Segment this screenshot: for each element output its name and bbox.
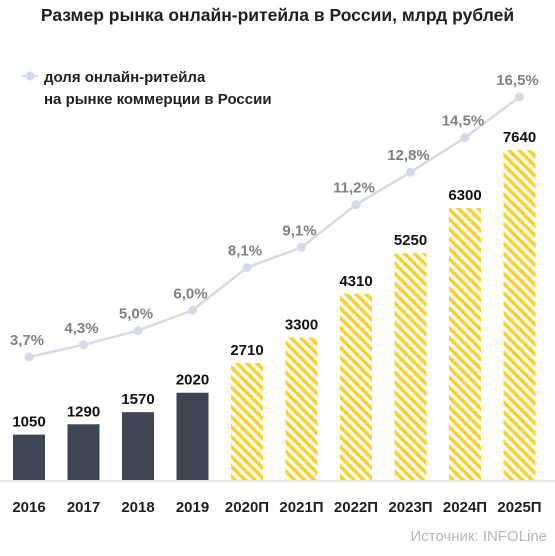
- share-point-2024П: [460, 133, 470, 143]
- bar-2023П: [394, 253, 427, 480]
- share-label-2025П: 16,5%: [496, 72, 539, 89]
- bar-2016: [13, 434, 45, 480]
- value-label-2020П: 2710: [230, 342, 263, 359]
- bar-series: [13, 150, 536, 480]
- share-point-2021П: [297, 242, 306, 252]
- share-point-2016: [24, 352, 34, 362]
- share-point-2022П: [351, 200, 361, 210]
- bar-2022П: [340, 293, 372, 480]
- legend-text-line1: доля онлайн-ритейла: [44, 69, 206, 86]
- share-point-2025П: [515, 92, 524, 102]
- value-labels: 1050 1290 1570 2020 2710 3300 4310 5250 6300 7640: [12, 129, 536, 431]
- share-point-2018: [133, 326, 143, 336]
- chart-title: Размер рынка онлайн-ритейла в России, мл…: [40, 5, 515, 25]
- bar-2017: [67, 424, 100, 480]
- share-label-2017: 4,3%: [64, 320, 98, 337]
- bar-2021П: [285, 337, 318, 480]
- legend: доля онлайн-ритейла на рынке коммерции в…: [22, 69, 272, 108]
- source-note: Источник: INFOLine: [410, 528, 547, 545]
- share-point-2017: [79, 340, 88, 350]
- share-label-2022П: 11,2%: [333, 180, 375, 197]
- x-tick-2017: 2017: [67, 499, 100, 516]
- share-series: 3,7% 4,3% 5,0% 6,0% 8,1% 9,1% 11,2% 12,8% 14,5% 1…: [10, 72, 539, 362]
- share-label-2018: 5,0%: [119, 306, 153, 323]
- value-label-2017: 1290: [67, 403, 100, 420]
- value-label-2024П: 6300: [448, 187, 481, 204]
- x-tick-2023П: 2023П: [388, 499, 432, 516]
- x-tick-2018: 2018: [121, 499, 154, 516]
- bar-2025П: [503, 150, 536, 480]
- bar-2020П: [231, 362, 263, 480]
- value-label-2019: 2020: [176, 372, 209, 389]
- x-tick-2025П: 2025П: [497, 499, 541, 516]
- x-tick-2022П: 2022П: [334, 499, 378, 516]
- value-label-2021П: 3300: [285, 316, 318, 333]
- share-label-2020П: 8,1%: [228, 243, 262, 260]
- share-point-2020П: [242, 263, 252, 273]
- share-label-2024П: 14,5%: [442, 113, 485, 130]
- value-label-2018: 1570: [121, 391, 154, 408]
- share-label-2019: 6,0%: [173, 285, 207, 302]
- bar-2019: [176, 392, 209, 480]
- share-line: [28, 95, 521, 359]
- bar-2018: [122, 412, 154, 480]
- value-label-2025П: 7640: [503, 129, 536, 146]
- share-point-2019: [188, 305, 197, 315]
- x-tick-2019: 2019: [176, 499, 209, 516]
- bar-2024П: [449, 207, 481, 480]
- x-tick-2024П: 2024П: [443, 499, 487, 516]
- share-label-2021П: 9,1%: [282, 222, 316, 239]
- x-tick-2020П: 2020П: [225, 499, 269, 516]
- value-label-2023П: 5250: [394, 232, 427, 249]
- legend-text-line2: на рынке коммерции в России: [44, 91, 272, 108]
- share-label-2023П: 12,8%: [387, 147, 430, 164]
- value-label-2016: 1050: [12, 414, 45, 431]
- x-axis: 2016 2017 2018 2019 2020П 2021П 2022П 2023П 2024…: [12, 499, 541, 516]
- x-tick-2021П: 2021П: [279, 499, 323, 516]
- x-tick-2016: 2016: [12, 499, 45, 516]
- value-label-2022П: 4310: [339, 273, 372, 290]
- share-label-2016: 3,7%: [10, 332, 44, 349]
- share-point-2023П: [406, 167, 415, 177]
